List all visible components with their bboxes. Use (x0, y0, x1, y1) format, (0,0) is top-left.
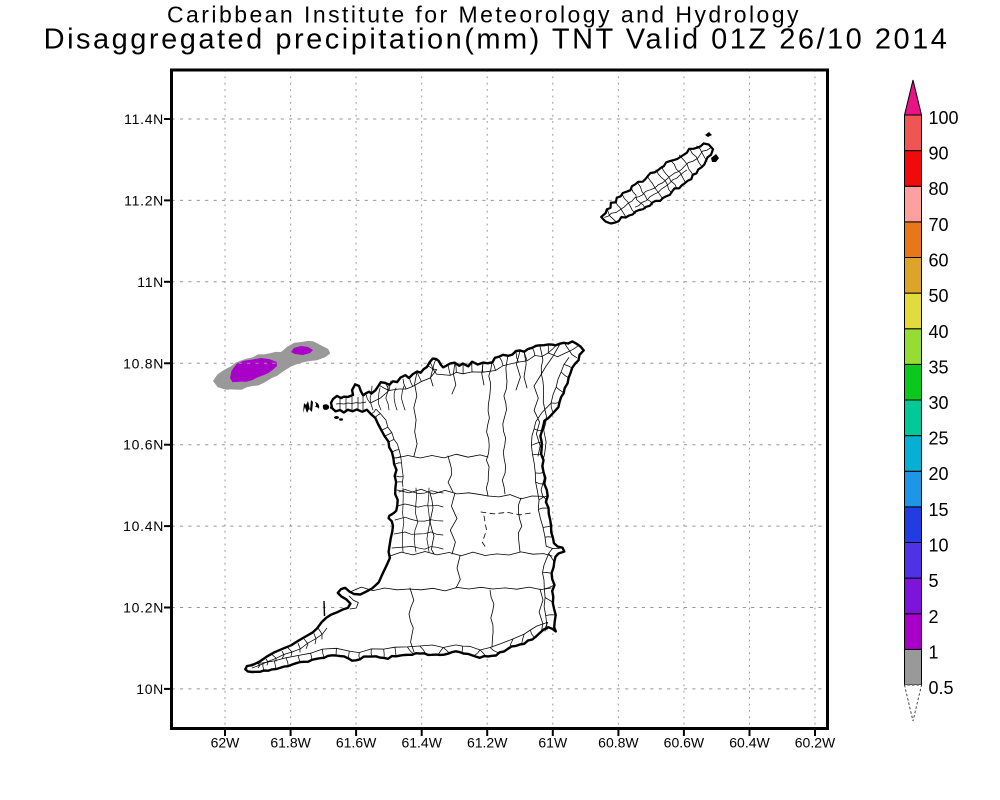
svg-text:50: 50 (929, 286, 949, 306)
svg-text:60.4W: 60.4W (729, 735, 770, 751)
svg-text:61.6W: 61.6W (336, 735, 377, 751)
svg-text:10.8N: 10.8N (123, 355, 164, 371)
svg-text:0.5: 0.5 (929, 678, 954, 698)
svg-text:62W: 62W (211, 735, 241, 751)
svg-text:30: 30 (929, 393, 949, 413)
svg-text:60: 60 (929, 251, 949, 271)
svg-text:70: 70 (929, 215, 949, 235)
svg-text:10.2N: 10.2N (123, 600, 164, 616)
svg-text:61.4W: 61.4W (401, 735, 442, 751)
svg-text:35: 35 (929, 357, 949, 377)
svg-text:40: 40 (929, 322, 949, 342)
svg-text:5: 5 (929, 571, 939, 591)
svg-text:11.2N: 11.2N (124, 192, 164, 208)
svg-text:20: 20 (929, 464, 949, 484)
svg-text:60.8W: 60.8W (598, 735, 639, 751)
svg-text:11N: 11N (137, 274, 164, 290)
svg-text:25: 25 (929, 429, 949, 449)
svg-text:1: 1 (929, 642, 939, 662)
svg-text:Disaggregated precipitation(mm: Disaggregated precipitation(mm) TNT Vali… (44, 24, 950, 56)
svg-text:61W: 61W (538, 735, 568, 751)
svg-text:2: 2 (929, 607, 939, 627)
svg-text:80: 80 (929, 179, 949, 199)
svg-text:10: 10 (929, 536, 949, 556)
svg-text:10.6N: 10.6N (123, 437, 164, 453)
svg-text:61.2W: 61.2W (467, 735, 508, 751)
svg-text:61.8W: 61.8W (270, 735, 311, 751)
svg-text:90: 90 (929, 144, 949, 164)
svg-text:10N: 10N (136, 681, 164, 697)
svg-text:60.2W: 60.2W (795, 735, 836, 751)
svg-text:10.4N: 10.4N (123, 518, 164, 534)
svg-text:Caribbean Institute for Meteor: Caribbean Institute for Meteorology and … (167, 2, 801, 28)
svg-text:11.4N: 11.4N (124, 111, 164, 127)
svg-text:15: 15 (929, 500, 949, 520)
svg-text:100: 100 (929, 108, 959, 128)
svg-text:60.6W: 60.6W (664, 735, 705, 751)
